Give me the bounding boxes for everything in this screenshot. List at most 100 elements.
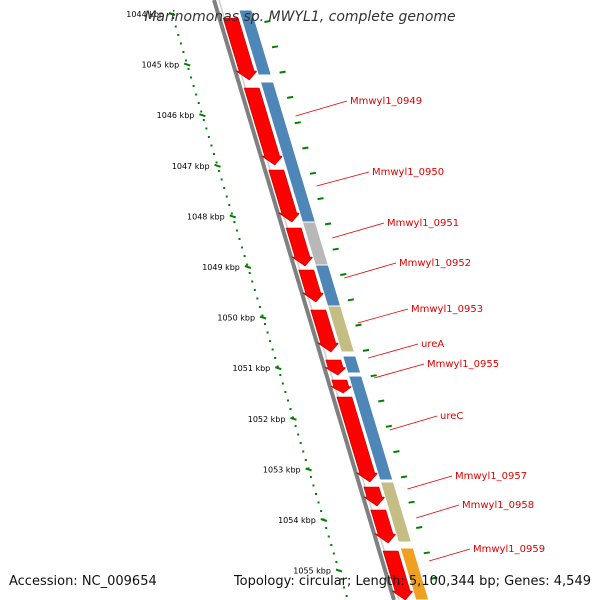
scale-dot [335, 561, 338, 563]
scale-dot [279, 374, 282, 376]
leader-line [332, 222, 385, 239]
outer-tick [340, 273, 347, 276]
scale-dot [276, 365, 279, 368]
scale-labels: 1044 kbp 1045 kbp 1046 kbp 1047 kbp 1048 kbp… [126, 10, 331, 576]
scale-dot [299, 442, 302, 444]
scale-dot [302, 450, 305, 453]
scale-dot [248, 272, 251, 274]
gene-label: Mmwyl1_0951 [387, 218, 459, 229]
outer-tick [317, 197, 324, 201]
scale-tick [290, 416, 297, 421]
scale-label: 1044 kbp [126, 10, 164, 19]
scale-dot [261, 314, 264, 317]
feature-track [238, 9, 430, 600]
scale-dot [177, 34, 180, 36]
scale-dot [246, 263, 249, 266]
scale-dot [281, 382, 284, 385]
cds-arrow [222, 17, 258, 81]
scale-dot [297, 433, 300, 436]
gene-label: Mmwyl1_0950 [372, 167, 444, 178]
outer-tick [423, 551, 430, 555]
cds-arrow [336, 396, 379, 483]
scale-dot [238, 238, 241, 240]
map-title: Marinomonas sp. MWYL1, complete genome [144, 9, 456, 25]
scale-dot [174, 25, 177, 28]
feature-block [341, 355, 362, 374]
scale-dot [292, 416, 295, 419]
scale-dot [230, 212, 233, 215]
scale-dot [269, 340, 272, 342]
scale-label: 1047 kbp [172, 162, 210, 171]
scale-dot [225, 195, 228, 198]
scale-tick [199, 113, 206, 118]
scale-dot [179, 42, 182, 45]
scale-dot [251, 280, 254, 283]
scale-tick [259, 315, 267, 320]
scale-dot [286, 399, 289, 402]
scale-dot [192, 85, 195, 87]
gene-label: ureA [421, 339, 444, 350]
scale-dot [207, 136, 210, 138]
outer-tick [416, 526, 423, 529]
outer-tick [362, 348, 370, 352]
cds-arrow [298, 269, 325, 303]
scale-tick [320, 518, 328, 522]
scale-dot [320, 510, 323, 512]
outer-tick [271, 45, 279, 49]
genome-summary-text: Topology: circular; Length: 5,100,344 bp… [233, 574, 591, 589]
scale-label: 1045 kbp [141, 61, 179, 70]
leader-line [357, 308, 409, 324]
scale-dot [315, 493, 317, 495]
scale-dot [220, 178, 223, 181]
scale-label: 1055 kbp [293, 567, 331, 576]
scale-dot [271, 348, 274, 351]
scale-label: 1049 kbp [202, 263, 240, 272]
scale-dot [182, 51, 185, 53]
scale-dot [223, 187, 226, 189]
scale-label: 1048 kbp [187, 212, 225, 221]
gene-label: Mmwyl1_0949 [350, 96, 422, 107]
scale-dot [253, 289, 256, 291]
outer-tick [355, 323, 362, 327]
scale-dot [241, 246, 244, 249]
scale-dot [340, 578, 343, 580]
scale-dot [304, 459, 307, 461]
scale-dot [345, 595, 348, 597]
scale-dot [235, 229, 238, 232]
scale-dot [274, 357, 277, 359]
outer-tick [332, 247, 339, 251]
scale-tick [229, 214, 237, 219]
gene-labels: Mmwyl1_0949 Mmwyl1_0950 Mmwyl1_0951 Mmwyl1_… [350, 96, 545, 555]
leader-line [374, 363, 425, 379]
scale-tick [335, 568, 343, 573]
scale-dot [330, 544, 333, 546]
scale-label: 1052 kbp [248, 415, 286, 424]
outer-tick [302, 146, 309, 150]
scale-ticks [168, 12, 343, 573]
scale-label: 1050 kbp [217, 314, 255, 323]
scale-dot [205, 127, 208, 130]
scale-label: 1054 kbp [278, 516, 316, 525]
scale-dot [284, 391, 287, 393]
gene-label: Mmwyl1_0959 [473, 544, 545, 555]
scale-dot [256, 297, 259, 300]
scale-dot [325, 527, 328, 529]
cds-track [222, 17, 414, 600]
scale-dot [266, 331, 269, 334]
outer-tick [385, 424, 393, 428]
scale-dot [213, 153, 215, 155]
leader-line [416, 504, 460, 519]
leader-line [428, 548, 471, 562]
outer-tick [294, 121, 301, 125]
outer-tick [264, 20, 271, 23]
cds-arrow [330, 379, 353, 394]
scale-label: 1046 kbp [157, 111, 195, 120]
scale-dot [327, 535, 330, 538]
scale-label: 1051 kbp [233, 364, 271, 373]
leader-line [295, 100, 348, 117]
feature-block [314, 264, 342, 307]
scale-dot [190, 76, 193, 79]
outer-tick [287, 95, 294, 99]
gene-label: Mmwyl1_0953 [411, 304, 483, 315]
